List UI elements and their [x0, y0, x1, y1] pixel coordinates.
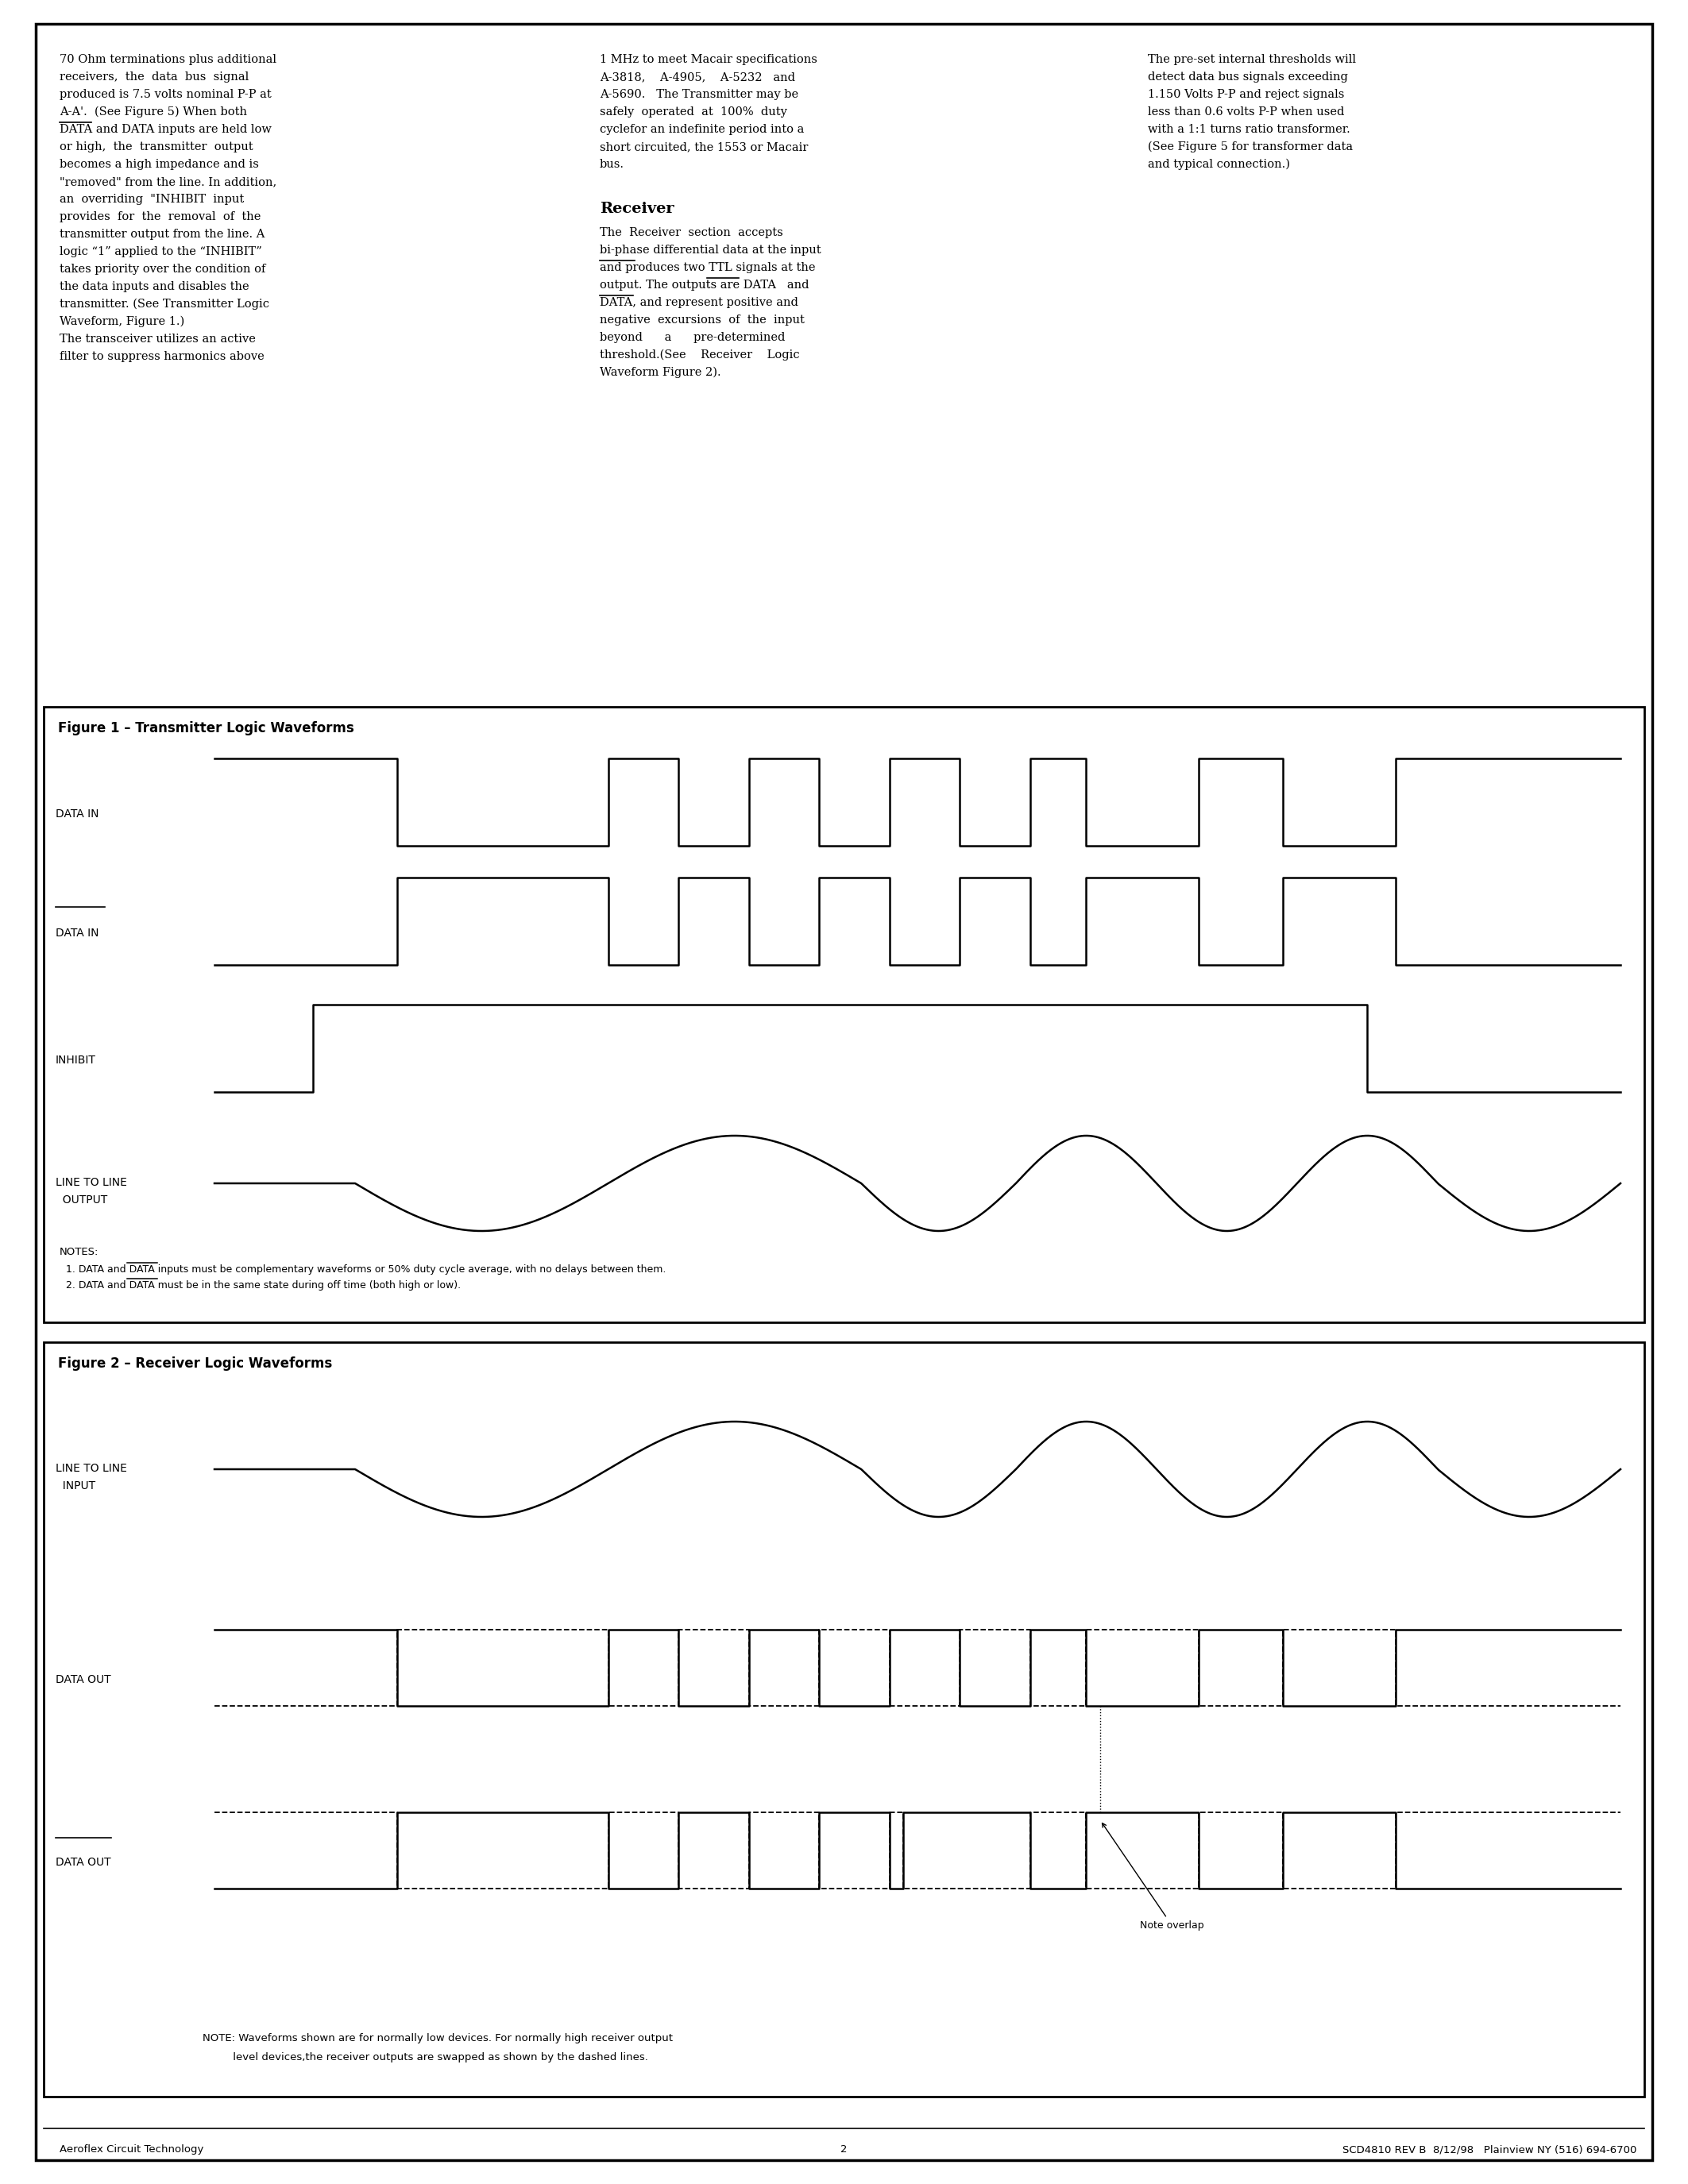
Bar — [44, 1343, 1644, 2097]
Text: an  overriding  "INHIBIT  input: an overriding "INHIBIT input — [59, 194, 245, 205]
Text: threshold.(See    Receiver    Logic: threshold.(See Receiver Logic — [599, 349, 800, 360]
Text: OUTPUT: OUTPUT — [56, 1195, 108, 1206]
Text: A-3818,    A-4905,    A-5232   and: A-3818, A-4905, A-5232 and — [599, 72, 795, 83]
Text: DATA OUT: DATA OUT — [56, 1856, 111, 1867]
Text: filter to suppress harmonics above: filter to suppress harmonics above — [59, 352, 265, 363]
Text: 2: 2 — [841, 2145, 847, 2156]
Text: negative  excursions  of  the  input: negative excursions of the input — [599, 314, 805, 325]
Text: bus.: bus. — [599, 159, 625, 170]
Text: 1. DATA and DATA inputs must be complementary waveforms or 50% duty cycle averag: 1. DATA and DATA inputs must be compleme… — [59, 1265, 667, 1275]
Text: detect data bus signals exceeding: detect data bus signals exceeding — [1148, 72, 1349, 83]
Text: short circuited, the 1553 or Macair: short circuited, the 1553 or Macair — [599, 142, 809, 153]
Text: takes priority over the condition of: takes priority over the condition of — [59, 264, 265, 275]
Text: Receiver: Receiver — [599, 201, 674, 216]
Text: (See Figure 5 for transformer data: (See Figure 5 for transformer data — [1148, 142, 1352, 153]
Text: or high,  the  transmitter  output: or high, the transmitter output — [59, 142, 253, 153]
Text: "removed" from the line. In addition,: "removed" from the line. In addition, — [59, 177, 277, 188]
Text: receivers,  the  data  bus  signal: receivers, the data bus signal — [59, 72, 248, 83]
Text: produced is 7.5 volts nominal P-P at: produced is 7.5 volts nominal P-P at — [59, 90, 272, 100]
Text: with a 1:1 turns ratio transformer.: with a 1:1 turns ratio transformer. — [1148, 124, 1350, 135]
Text: 70 Ohm terminations plus additional: 70 Ohm terminations plus additional — [59, 55, 277, 66]
Text: provides  for  the  removal  of  the: provides for the removal of the — [59, 212, 262, 223]
Text: less than 0.6 volts P-P when used: less than 0.6 volts P-P when used — [1148, 107, 1344, 118]
Text: becomes a high impedance and is: becomes a high impedance and is — [59, 159, 258, 170]
Text: cyclefor an indefinite period into a: cyclefor an indefinite period into a — [599, 124, 803, 135]
Text: bi-phase differential data at the input: bi-phase differential data at the input — [599, 245, 820, 256]
Text: INPUT: INPUT — [56, 1481, 96, 1492]
Text: LINE TO LINE: LINE TO LINE — [56, 1177, 127, 1188]
Text: and produces two TTL signals at the: and produces two TTL signals at the — [599, 262, 815, 273]
Text: NOTES:: NOTES: — [59, 1247, 100, 1258]
Text: DATA and DATA inputs are held low: DATA and DATA inputs are held low — [59, 124, 272, 135]
Text: transmitter output from the line. A: transmitter output from the line. A — [59, 229, 265, 240]
Text: A-A'.  (See Figure 5) When both: A-A'. (See Figure 5) When both — [59, 107, 246, 118]
Text: transmitter. (See Transmitter Logic: transmitter. (See Transmitter Logic — [59, 299, 270, 310]
Text: beyond      a      pre-determined: beyond a pre-determined — [599, 332, 785, 343]
Text: DATA, and represent positive and: DATA, and represent positive and — [599, 297, 798, 308]
Text: the data inputs and disables the: the data inputs and disables the — [59, 282, 250, 293]
Text: DATA OUT: DATA OUT — [56, 1675, 111, 1686]
Text: DATA IN: DATA IN — [56, 928, 100, 939]
Text: Figure 1 – Transmitter Logic Waveforms: Figure 1 – Transmitter Logic Waveforms — [57, 721, 354, 736]
Text: A-5690.   The Transmitter may be: A-5690. The Transmitter may be — [599, 90, 798, 100]
Text: Waveform Figure 2).: Waveform Figure 2). — [599, 367, 721, 378]
Text: logic “1” applied to the “INHIBIT”: logic “1” applied to the “INHIBIT” — [59, 247, 262, 258]
Text: 2. DATA and DATA must be in the same state during off time (both high or low).: 2. DATA and DATA must be in the same sta… — [59, 1280, 461, 1291]
Text: output. The outputs are DATA   and: output. The outputs are DATA and — [599, 280, 809, 290]
Text: The transceiver utilizes an active: The transceiver utilizes an active — [59, 334, 255, 345]
Text: Figure 2 – Receiver Logic Waveforms: Figure 2 – Receiver Logic Waveforms — [57, 1356, 333, 1372]
Text: 1.150 Volts P-P and reject signals: 1.150 Volts P-P and reject signals — [1148, 90, 1344, 100]
Text: and typical connection.): and typical connection.) — [1148, 159, 1290, 170]
Text: LINE TO LINE: LINE TO LINE — [56, 1463, 127, 1474]
Text: The pre-set internal thresholds will: The pre-set internal thresholds will — [1148, 55, 1355, 66]
Text: The  Receiver  section  accepts: The Receiver section accepts — [599, 227, 783, 238]
Text: Aeroflex Circuit Technology: Aeroflex Circuit Technology — [59, 2145, 204, 2156]
Text: level devices,the receiver outputs are swapped as shown by the dashed lines.: level devices,the receiver outputs are s… — [203, 2053, 648, 2062]
Text: 1 MHz to meet Macair specifications: 1 MHz to meet Macair specifications — [599, 55, 817, 66]
Text: DATA IN: DATA IN — [56, 808, 100, 819]
Text: Waveform, Figure 1.): Waveform, Figure 1.) — [59, 317, 184, 328]
Text: Note overlap: Note overlap — [1102, 1824, 1204, 1931]
Bar — [44, 708, 1644, 1321]
Text: INHIBIT: INHIBIT — [56, 1055, 96, 1066]
Text: NOTE: Waveforms shown are for normally low devices. For normally high receiver o: NOTE: Waveforms shown are for normally l… — [203, 2033, 674, 2044]
Text: SCD4810 REV B  8/12/98   Plainview NY (516) 694-6700: SCD4810 REV B 8/12/98 Plainview NY (516)… — [1342, 2145, 1636, 2156]
Text: safely  operated  at  100%  duty: safely operated at 100% duty — [599, 107, 787, 118]
